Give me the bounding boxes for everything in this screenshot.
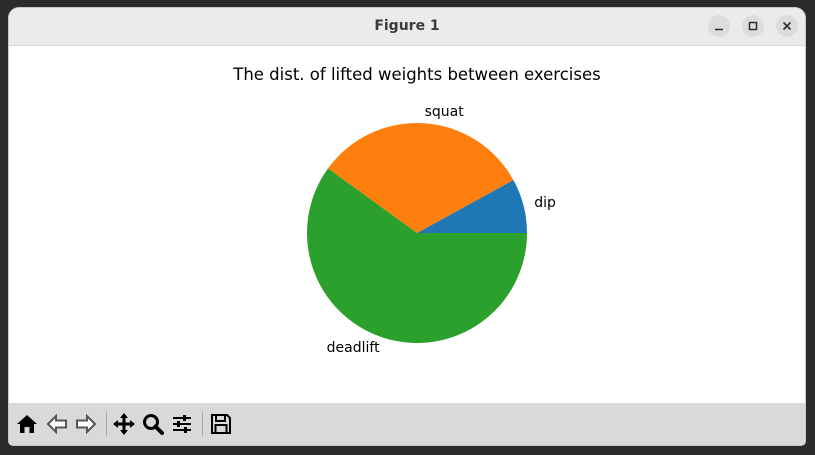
- plot-canvas[interactable]: The dist. of lifted weights between exer…: [9, 46, 805, 403]
- zoom-icon: [143, 414, 164, 435]
- figure-window: Figure 1 The dist. of lifted weights bet…: [9, 8, 805, 445]
- pie-slice-squat: [328, 123, 514, 233]
- minimize-button[interactable]: [708, 15, 730, 37]
- navigation-toolbar: [9, 403, 805, 445]
- pie-slice-deadlift: [306, 168, 527, 343]
- toolbar-separator: [106, 411, 107, 436]
- save-icon: [211, 414, 231, 434]
- save-button[interactable]: [207, 410, 235, 438]
- minimize-icon: [715, 28, 723, 31]
- pie-slice-dip: [417, 180, 527, 233]
- chart-title: The dist. of lifted weights between exer…: [232, 65, 600, 84]
- forward-button[interactable]: [72, 410, 100, 438]
- toolbar-separator: [202, 411, 203, 436]
- configure-icon: [173, 415, 191, 433]
- pan-button[interactable]: [110, 410, 138, 438]
- pan-icon: [113, 413, 135, 435]
- forward-icon: [76, 413, 97, 435]
- close-button[interactable]: [776, 15, 798, 37]
- pie-label-deadlift: deadlift: [327, 340, 380, 356]
- back-icon: [46, 413, 67, 435]
- configure-subplots-button[interactable]: [168, 410, 196, 438]
- pie-chart: The dist. of lifted weights between exer…: [232, 65, 600, 356]
- pie-label-dip: dip: [534, 195, 556, 211]
- back-button[interactable]: [43, 410, 71, 438]
- home-button[interactable]: [13, 410, 41, 438]
- pie-label-squat: squat: [425, 104, 465, 120]
- home-icon: [17, 415, 37, 433]
- maximize-icon: [748, 21, 758, 31]
- maximize-button[interactable]: [742, 15, 764, 37]
- close-icon: [782, 21, 792, 31]
- title-bar[interactable]: Figure 1: [9, 8, 805, 46]
- window-title: Figure 1: [374, 18, 440, 34]
- zoom-button[interactable]: [139, 410, 167, 438]
